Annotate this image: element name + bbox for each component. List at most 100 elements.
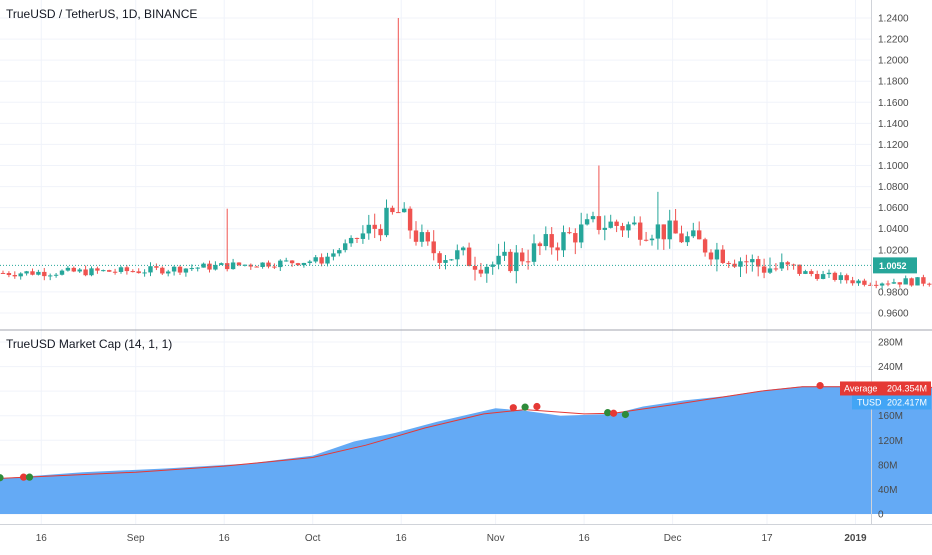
candle-body — [24, 271, 29, 274]
price-tick-label: 1.1000 — [878, 161, 909, 172]
signal-dot — [25, 473, 34, 481]
candle-body — [697, 230, 702, 240]
time-axis[interactable]: 16Sep16Oct16Nov16Dec17201916Feb16Mar16 — [36, 533, 932, 544]
price-legend-title[interactable]: TrueUSD / TetherUS, 1D, BINANCE — [6, 7, 197, 21]
candle-body — [77, 269, 82, 272]
candle-body — [107, 270, 112, 272]
candle-body — [543, 234, 548, 247]
candle-body — [425, 232, 430, 242]
candle-body — [348, 237, 354, 244]
candle-body — [761, 266, 767, 273]
candle-body — [301, 262, 307, 266]
candle-body — [366, 224, 371, 234]
indicator-tick-label: 160M — [878, 411, 903, 422]
time-tick-label: 16 — [36, 533, 48, 544]
candle-body — [891, 282, 897, 284]
candle-body — [83, 269, 88, 276]
candle-body — [921, 277, 926, 284]
price-tick-label: 1.1600 — [878, 98, 909, 109]
candle-body — [702, 239, 708, 253]
candle-body — [461, 247, 466, 251]
candle-body — [278, 260, 283, 268]
candle-body — [785, 262, 790, 265]
candle-body — [744, 261, 749, 263]
candle-body — [673, 220, 678, 234]
candle-body — [343, 243, 348, 251]
price-tick-label: 1.0600 — [878, 203, 909, 214]
price-tick-label: 1.1200 — [878, 140, 909, 151]
candle-body — [225, 263, 230, 270]
indicator-legend-title[interactable]: TrueUSD Market Cap (14, 1, 1) — [6, 337, 172, 351]
candle-body — [720, 249, 725, 263]
candle-body — [384, 207, 389, 236]
candle-body — [655, 224, 661, 239]
signal-dot — [509, 404, 517, 412]
candle-body — [909, 278, 914, 286]
candle-body — [738, 261, 743, 267]
candle-body — [242, 264, 248, 266]
candle-body — [272, 266, 277, 268]
candle-body — [171, 266, 177, 272]
candle-body — [555, 247, 560, 251]
candle-body — [213, 264, 218, 270]
price-axis[interactable]: 1.2400 1.2200 1.2000 1.1800 1.1600 1.1400 1.12… — [878, 14, 909, 320]
candle-body — [879, 283, 885, 286]
candle-body — [230, 262, 236, 270]
candle-body — [874, 284, 879, 286]
price-tick-label: 0.9800 — [878, 287, 909, 298]
candle-body — [289, 260, 295, 264]
tusd-tag-label: TUSD — [857, 397, 882, 407]
candle-body — [679, 233, 684, 243]
candle-body — [71, 267, 76, 272]
time-tick-label: Oct — [305, 533, 321, 544]
candle-body — [844, 275, 849, 281]
candle-body — [815, 273, 820, 279]
candle-body — [561, 232, 566, 251]
candle-body — [189, 268, 194, 270]
candle-body — [337, 250, 342, 254]
candle-body — [478, 269, 484, 274]
candle-body — [549, 234, 554, 248]
candle-body — [614, 221, 619, 226]
time-tick-label: Nov — [487, 533, 505, 544]
average-tag-value: 204.354M — [887, 383, 927, 393]
candle-body — [596, 216, 602, 230]
candle-body — [360, 233, 366, 239]
indicator-tick-label: 40M — [878, 485, 897, 496]
price-tick-label: 1.1400 — [878, 119, 909, 130]
signal-dot — [816, 382, 824, 390]
signal-dot — [604, 409, 612, 417]
candle-body — [573, 233, 578, 243]
time-tick-label: 16 — [579, 533, 591, 544]
candle-body — [65, 267, 71, 271]
candle-body — [885, 283, 891, 285]
price-tick-label: 1.2400 — [878, 14, 909, 25]
candle-body — [402, 208, 407, 213]
candle-body — [773, 268, 779, 270]
candle-body — [508, 251, 513, 272]
candle-body — [449, 259, 454, 261]
candle-body — [850, 280, 855, 284]
candle-body — [53, 274, 59, 276]
average-line — [0, 386, 932, 479]
candle-body — [732, 263, 737, 267]
candle-body — [838, 275, 843, 280]
candle-body — [661, 224, 666, 240]
candle-body — [266, 262, 271, 267]
candle-body — [862, 280, 867, 285]
candle-body — [803, 271, 808, 274]
candle-body — [313, 257, 318, 262]
candle-body — [236, 262, 242, 265]
last-price-tag-label: 1.0052 — [879, 261, 907, 271]
candle-body — [903, 278, 908, 285]
candle-body — [537, 243, 543, 247]
candle-body — [826, 272, 832, 275]
candle-body — [413, 230, 419, 242]
candle-body — [832, 272, 838, 280]
candle-body — [260, 262, 265, 268]
candle-body — [390, 207, 395, 213]
candle-body — [12, 275, 17, 277]
candle-body — [472, 266, 478, 270]
tusd-tag-value: 202.417M — [887, 397, 927, 407]
candle-body — [101, 270, 106, 272]
